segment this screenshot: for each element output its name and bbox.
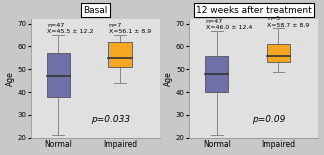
Y-axis label: Age: Age xyxy=(164,71,173,86)
Y-axis label: Age: Age xyxy=(6,71,15,86)
FancyBboxPatch shape xyxy=(267,44,290,62)
FancyBboxPatch shape xyxy=(47,53,70,97)
Text: n=7
X=56.1 ± 8.9: n=7 X=56.1 ± 8.9 xyxy=(109,23,151,34)
FancyBboxPatch shape xyxy=(108,42,132,67)
Text: p=0.09: p=0.09 xyxy=(252,115,286,124)
Title: 12 weeks after treatment: 12 weeks after treatment xyxy=(196,6,312,15)
Text: p=0.033: p=0.033 xyxy=(91,115,130,124)
Text: n=5
X=58.7 ± 8.9: n=5 X=58.7 ± 8.9 xyxy=(267,16,310,28)
Title: Basal: Basal xyxy=(83,6,107,15)
Text: n=47
X=46.0 ± 12.4: n=47 X=46.0 ± 12.4 xyxy=(206,19,252,30)
Text: n=47
X=45.5 ± 12.2: n=47 X=45.5 ± 12.2 xyxy=(47,23,94,34)
FancyBboxPatch shape xyxy=(205,56,228,92)
